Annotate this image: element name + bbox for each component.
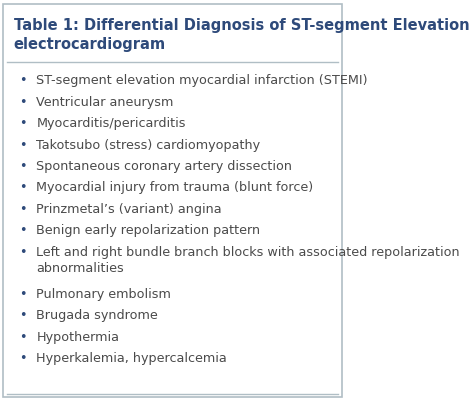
Text: Hyperkalemia, hypercalcemia: Hyperkalemia, hypercalcemia [36, 352, 227, 365]
FancyBboxPatch shape [3, 4, 342, 397]
Text: Left and right bundle branch blocks with associated repolarization
abnormalities: Left and right bundle branch blocks with… [36, 246, 460, 275]
Text: ST-segment elevation myocardial infarction (STEMI): ST-segment elevation myocardial infarcti… [36, 74, 368, 87]
Text: •: • [18, 225, 26, 237]
Text: Benign early repolarization pattern: Benign early repolarization pattern [36, 225, 260, 237]
Text: Spontaneous coronary artery dissection: Spontaneous coronary artery dissection [36, 160, 292, 173]
Text: •: • [18, 330, 26, 344]
Text: Table 1: Differential Diagnosis of ST-segment Elevation on
electrocardiogram: Table 1: Differential Diagnosis of ST-se… [14, 18, 474, 52]
Text: Myocarditis/pericarditis: Myocarditis/pericarditis [36, 117, 186, 130]
Text: Hypothermia: Hypothermia [36, 330, 119, 344]
Text: •: • [18, 139, 26, 152]
Text: Brugada syndrome: Brugada syndrome [36, 309, 158, 322]
Text: Pulmonary embolism: Pulmonary embolism [36, 288, 171, 301]
Text: •: • [18, 117, 26, 130]
Text: •: • [18, 203, 26, 216]
Text: •: • [18, 288, 26, 301]
Text: •: • [18, 309, 26, 322]
Text: Takotsubo (stress) cardiomyopathy: Takotsubo (stress) cardiomyopathy [36, 139, 260, 152]
Text: •: • [18, 352, 26, 365]
Text: •: • [18, 74, 26, 87]
Text: •: • [18, 246, 26, 259]
Text: Ventricular aneurysm: Ventricular aneurysm [36, 96, 173, 109]
Text: •: • [18, 181, 26, 194]
Text: •: • [18, 160, 26, 173]
Text: Prinzmetal’s (variant) angina: Prinzmetal’s (variant) angina [36, 203, 222, 216]
Text: Myocardial injury from trauma (blunt force): Myocardial injury from trauma (blunt for… [36, 181, 313, 194]
Text: •: • [18, 96, 26, 109]
